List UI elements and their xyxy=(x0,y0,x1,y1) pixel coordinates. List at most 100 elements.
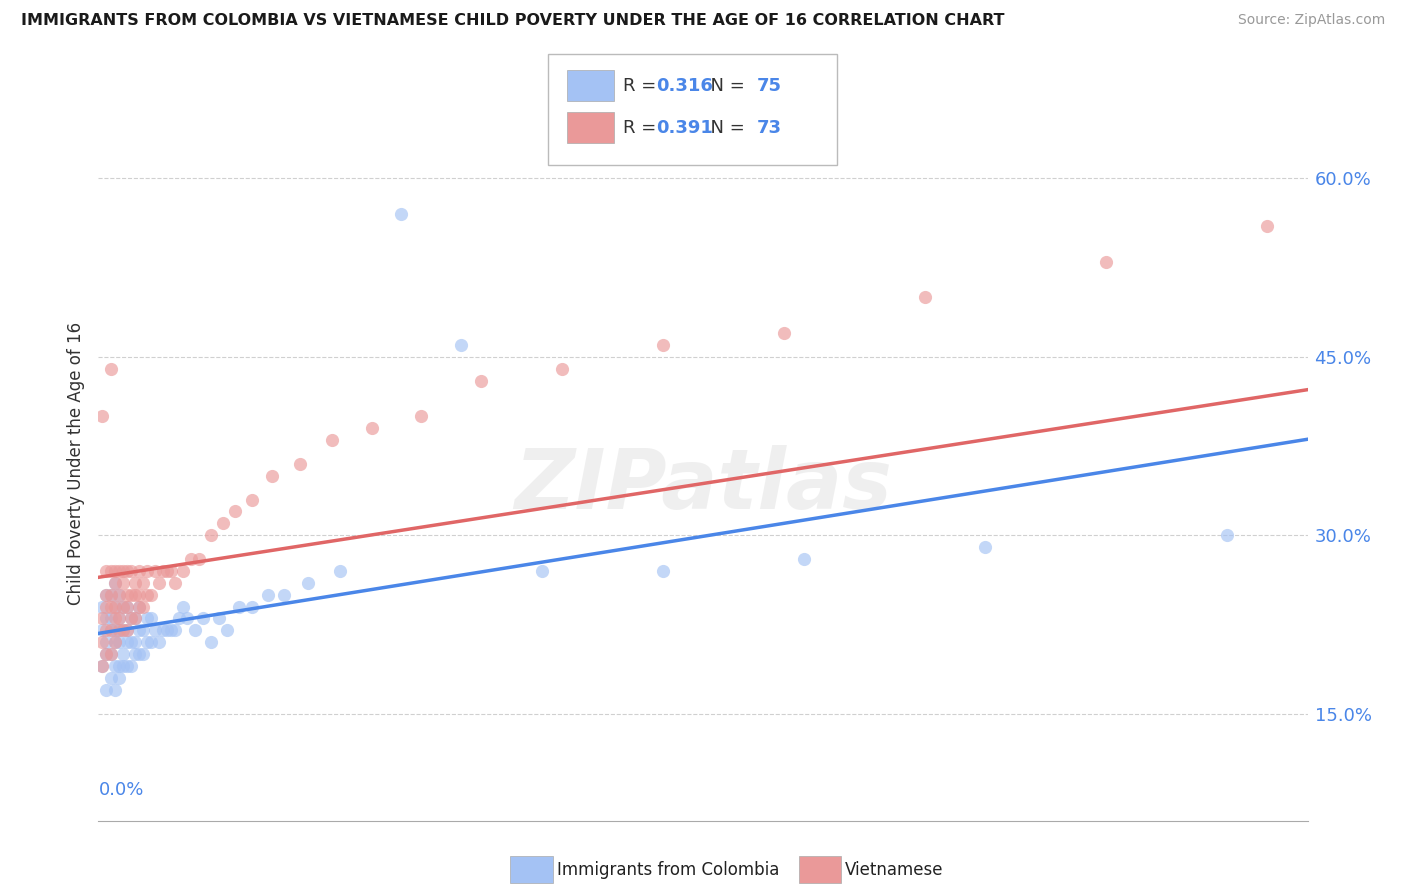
Point xyxy=(551,361,574,376)
Point xyxy=(470,374,492,388)
Point xyxy=(200,528,222,542)
Text: 0.316: 0.316 xyxy=(657,77,713,95)
Point xyxy=(128,599,150,614)
Text: N =: N = xyxy=(699,77,751,95)
Text: 0.0%: 0.0% xyxy=(98,781,143,799)
Point xyxy=(228,599,250,614)
Point xyxy=(139,611,162,625)
Point xyxy=(240,492,263,507)
Point xyxy=(100,647,122,661)
Point xyxy=(148,635,170,649)
Point xyxy=(409,409,432,424)
Point xyxy=(361,421,384,435)
Point xyxy=(100,564,122,578)
Point xyxy=(107,588,129,602)
Point xyxy=(135,611,157,625)
Point xyxy=(100,647,122,661)
Text: R =: R = xyxy=(623,119,662,136)
Point xyxy=(100,611,122,625)
Point xyxy=(115,624,138,638)
Point xyxy=(96,647,118,661)
Point xyxy=(124,575,146,590)
Point xyxy=(651,564,673,578)
Point xyxy=(172,599,194,614)
Point xyxy=(152,624,174,638)
Point xyxy=(120,588,142,602)
Text: N =: N = xyxy=(699,119,751,136)
Point xyxy=(160,564,183,578)
Point xyxy=(389,207,412,221)
Point xyxy=(260,468,283,483)
Point xyxy=(107,611,129,625)
Point xyxy=(111,647,134,661)
Point xyxy=(132,599,155,614)
Point xyxy=(96,682,118,697)
Point xyxy=(111,575,134,590)
Point xyxy=(107,624,129,638)
Point xyxy=(107,671,129,685)
Point xyxy=(450,338,472,352)
Point xyxy=(115,599,138,614)
Point xyxy=(115,599,138,614)
Point xyxy=(96,611,118,625)
Point xyxy=(256,588,278,602)
Point xyxy=(100,624,122,638)
Point xyxy=(132,647,155,661)
Point xyxy=(297,575,319,590)
Point xyxy=(200,635,222,649)
Point xyxy=(103,659,125,673)
Point xyxy=(115,659,138,673)
Point xyxy=(172,564,194,578)
Point xyxy=(135,564,157,578)
Point xyxy=(91,409,114,424)
Point xyxy=(111,599,134,614)
Point xyxy=(132,575,155,590)
Point xyxy=(107,564,129,578)
Point xyxy=(103,564,125,578)
Point xyxy=(120,635,142,649)
Point xyxy=(124,588,146,602)
Point xyxy=(1256,219,1278,233)
Point xyxy=(107,624,129,638)
Text: 0.391: 0.391 xyxy=(657,119,713,136)
Point xyxy=(103,575,125,590)
Point xyxy=(111,599,134,614)
Point xyxy=(143,624,166,638)
Point xyxy=(103,635,125,649)
Point xyxy=(120,611,142,625)
Point xyxy=(651,338,673,352)
Point xyxy=(793,552,815,566)
Point xyxy=(103,624,125,638)
Point xyxy=(1095,254,1118,268)
Point xyxy=(128,564,150,578)
Point xyxy=(96,635,118,649)
Point xyxy=(163,624,186,638)
Point xyxy=(273,588,295,602)
Text: IMMIGRANTS FROM COLOMBIA VS VIETNAMESE CHILD POVERTY UNDER THE AGE OF 16 CORRELA: IMMIGRANTS FROM COLOMBIA VS VIETNAMESE C… xyxy=(21,13,1005,29)
Point xyxy=(1337,647,1360,661)
Point xyxy=(111,564,134,578)
Point xyxy=(120,564,142,578)
Point xyxy=(321,433,343,447)
Point xyxy=(152,564,174,578)
Point xyxy=(143,564,166,578)
Point xyxy=(1216,528,1239,542)
Point xyxy=(772,326,794,340)
Point xyxy=(107,635,129,649)
Point xyxy=(107,611,129,625)
Point xyxy=(124,647,146,661)
Point xyxy=(100,588,122,602)
Point xyxy=(115,588,138,602)
Point xyxy=(193,611,215,625)
Point xyxy=(208,611,231,625)
Point xyxy=(139,635,162,649)
Point xyxy=(107,588,129,602)
Point xyxy=(974,540,997,554)
Point xyxy=(124,611,146,625)
Point xyxy=(91,635,114,649)
Point xyxy=(111,624,134,638)
Point xyxy=(120,659,142,673)
Point xyxy=(135,588,157,602)
Point xyxy=(100,671,122,685)
Point xyxy=(100,361,122,376)
